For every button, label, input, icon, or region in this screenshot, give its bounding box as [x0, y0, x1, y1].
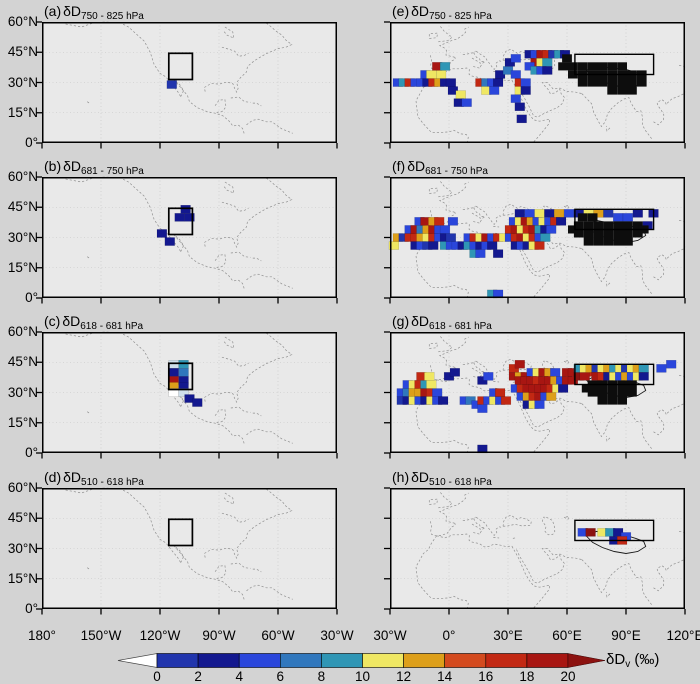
y-tick-label: 45°N	[7, 199, 38, 215]
y-tick-label: 0°	[25, 135, 38, 150]
panel-title-c: (c) δD618 - 681 hPa	[44, 313, 144, 332]
x-tick-label: 120°W	[139, 628, 181, 643]
x-tick-label: 0°	[442, 628, 456, 643]
y-tick-label: 60°N	[7, 14, 38, 29]
colorbar-label: δDv (‰)	[606, 651, 660, 670]
colorbar-tick-label: 20	[560, 669, 575, 684]
colorbar-tick-label: 4	[235, 669, 243, 684]
y-tick-label: 30°N	[7, 540, 38, 556]
panel-title-e: (e) δD750 - 825 hPa	[392, 3, 492, 22]
colorbar-tick-label: 8	[318, 669, 326, 684]
x-tick-label: 120°E	[666, 628, 700, 643]
panel-title-h: (h) δD510 - 618 hPa	[392, 469, 492, 488]
map-panel-h	[384, 487, 687, 615]
panel-title-b: (b) δD681 - 750 hPa	[44, 158, 144, 177]
x-tick-label: 180°	[28, 628, 56, 643]
panel-title-f: (f) δD681 - 750 hPa	[392, 158, 488, 177]
colorbar-tick-label: 18	[519, 669, 534, 684]
x-tick-label: 90°W	[202, 628, 236, 643]
colorbar-tick-label: 12	[396, 669, 411, 684]
y-tick-label: 30°N	[7, 229, 38, 245]
x-tick-label: 60°W	[261, 628, 295, 643]
y-tick-label: 30°N	[7, 74, 38, 90]
colorbar-tick-label: 14	[437, 669, 453, 684]
panel-title-g: (g) δD618 - 681 hPa	[392, 313, 492, 332]
x-tick-label: 60°E	[552, 628, 582, 643]
y-tick-label: 15°N	[7, 570, 38, 586]
y-tick-label: 60°N	[7, 169, 38, 184]
x-tick-label: 150°W	[80, 628, 122, 643]
y-tick-label: 15°N	[7, 259, 38, 275]
y-tick-label: 45°N	[7, 510, 38, 526]
map-panel-c	[36, 331, 338, 459]
map-panel-g	[384, 331, 687, 459]
colorbar-tick-label: 6	[277, 669, 285, 684]
panel-title-a: (a) δD750 - 825 hPa	[44, 3, 144, 22]
y-tick-label: 15°N	[7, 414, 38, 430]
map-panel-f	[384, 176, 687, 304]
map-panel-d	[36, 487, 338, 615]
colorbar: 0 2 4 6 8 10 12 14 16 18 20	[117, 653, 606, 684]
map-panel-b	[36, 176, 338, 304]
x-tick-label: 30°W	[373, 628, 407, 643]
y-tick-label: 45°N	[7, 44, 38, 60]
map-panel-e	[384, 21, 687, 149]
panel-title-d: (d) δD510 - 618 hPa	[44, 469, 144, 488]
x-tick-label: 30°W	[320, 628, 354, 643]
y-tick-label: 0°	[25, 601, 38, 616]
y-tick-label: 0°	[25, 290, 38, 305]
x-tick-label: 90°E	[611, 628, 641, 643]
colorbar-tick-label: 0	[153, 669, 161, 684]
colorbar-tick-label: 16	[478, 669, 493, 684]
map-panel-a	[36, 21, 338, 149]
y-tick-label: 30°N	[7, 384, 38, 400]
y-tick-label: 60°N	[7, 480, 38, 495]
y-tick-label: 15°N	[7, 104, 38, 120]
x-tick-label: 30°E	[493, 628, 523, 643]
y-tick-label: 0°	[25, 445, 38, 460]
y-tick-label: 45°N	[7, 354, 38, 370]
y-tick-label: 60°N	[7, 324, 38, 339]
colorbar-tick-label: 2	[194, 669, 202, 684]
colorbar-tick-label: 10	[355, 669, 370, 684]
